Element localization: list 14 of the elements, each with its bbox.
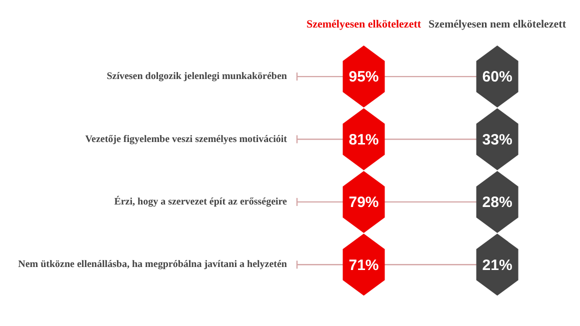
- data-label: 81%: [348, 131, 379, 148]
- series-label: Személyesen elkötelezett: [306, 18, 422, 30]
- data-label: 71%: [348, 256, 379, 274]
- data-label: 33%: [482, 131, 512, 148]
- data-label: 28%: [482, 194, 512, 212]
- series-label: Személyesen nem elkötelezett: [428, 18, 566, 30]
- category-label: Nem ütközne ellenállásba, ha megpróbálna javítani a helyzetén: [18, 259, 288, 270]
- category-label: Szívesen dolgozik jelenlegi munkakörében: [106, 71, 288, 82]
- data-label: 79%: [348, 194, 379, 212]
- data-label: 60%: [482, 68, 512, 86]
- data-label: 21%: [482, 256, 512, 274]
- data-label: 95%: [348, 68, 379, 86]
- category-label: Vezetője figyelembe veszi személyes motivációit: [85, 134, 288, 145]
- category-label: Érzi, hogy a szervezet épít az erősségeire: [114, 196, 288, 208]
